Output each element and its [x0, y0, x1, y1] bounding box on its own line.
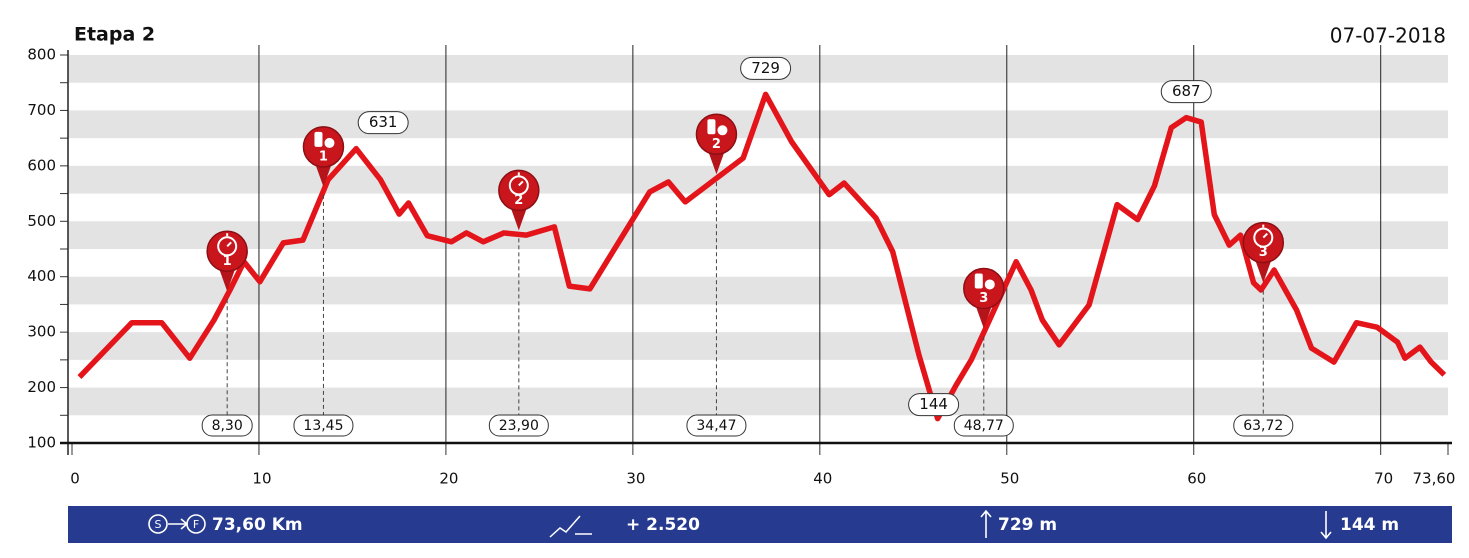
- finish-letter: F: [193, 518, 199, 531]
- peak-label-box: [1160, 80, 1212, 104]
- y-tick-label: 800: [27, 46, 56, 64]
- km-label-box: [686, 414, 747, 437]
- timer-icon: [1253, 227, 1274, 248]
- marker-pin: 1: [302, 126, 345, 187]
- km-label: 34,47: [696, 418, 736, 434]
- marker-pin: 1: [206, 230, 248, 292]
- footer-distance: 73,60 Km: [212, 515, 303, 535]
- km-label-box: [1233, 414, 1294, 437]
- y-tick-label: 500: [27, 212, 56, 230]
- x-tick-label: 20: [439, 470, 458, 488]
- marker-number: 2: [712, 137, 721, 152]
- peak-label-box: [357, 111, 409, 135]
- start-letter: S: [155, 518, 162, 531]
- x-tick-label: 70: [1374, 470, 1393, 488]
- marker-number: 1: [223, 254, 232, 269]
- pin-head: [206, 230, 248, 273]
- x-tick-label: 60: [1187, 470, 1206, 488]
- marker-pin: 3: [963, 267, 1005, 329]
- grid: 100 200 300 400 500 600 700 800 0 10 20 30 40 50 60 70 7…: [27, 45, 1455, 488]
- apple-icon: [717, 125, 728, 136]
- min-icon: [1320, 511, 1332, 540]
- km-label-box: [488, 414, 549, 437]
- timer-hands: [1262, 224, 1268, 239]
- km-label: 23,90: [499, 418, 539, 434]
- km-label: 8,30: [212, 418, 243, 434]
- elevation-line: [77, 91, 1447, 422]
- peak-point: [765, 93, 767, 95]
- km-label: 13,45: [303, 418, 343, 434]
- max-icon: [980, 509, 992, 538]
- y-tick-label: 700: [27, 101, 56, 119]
- marker-number: 3: [1259, 245, 1268, 260]
- footer-climb: + 2.520: [626, 515, 700, 535]
- y-tick-label: 300: [27, 323, 56, 341]
- footer-max: 729 m: [998, 515, 1057, 535]
- marker-number: 1: [319, 149, 328, 164]
- x-tick-label: 30: [626, 470, 645, 488]
- x-tick-label: 40: [813, 470, 832, 488]
- marker-pin: 2: [695, 113, 738, 175]
- marker-number: 3: [979, 291, 988, 306]
- bottle-icon: [707, 119, 716, 135]
- timer-icon: [217, 236, 238, 257]
- climb-icon: [549, 515, 592, 538]
- pin-head: [302, 126, 345, 168]
- timer-hands: [226, 233, 232, 248]
- plot: 1 8,30 1 13,45 2 23,90 2 34,47 3 48,77 3 63,72 631 72…: [77, 56, 1447, 437]
- y-tick-label: 100: [27, 434, 56, 452]
- x-tick-label: 73,60: [1413, 470, 1456, 488]
- x-tick-label: 10: [252, 470, 271, 488]
- x-tick-label: 50: [1000, 470, 1019, 488]
- peak-label: 729: [751, 59, 780, 77]
- apple-icon: [324, 137, 335, 148]
- y-tick-label: 600: [27, 156, 56, 174]
- start-finish-icon: [148, 514, 206, 534]
- chart-title: Etapa 2: [74, 24, 155, 46]
- band: [68, 332, 1448, 360]
- peak-label-box: [908, 393, 960, 417]
- pin-head: [963, 267, 1005, 310]
- date: 07-07-2018: [1330, 24, 1446, 48]
- km-label-box: [293, 414, 354, 437]
- peak-label: 631: [369, 113, 398, 131]
- pin-head: [695, 113, 738, 156]
- pin-head: [1242, 221, 1285, 264]
- peak-point: [1185, 117, 1187, 119]
- km-label: 63,72: [1243, 418, 1283, 434]
- y-tick-label: 400: [27, 267, 56, 285]
- peak-label: 687: [1172, 82, 1201, 100]
- footer-bar: [68, 506, 1452, 543]
- peak-point: [937, 418, 939, 420]
- peak-label-box: [740, 56, 792, 80]
- peak-point: [355, 148, 357, 150]
- km-label: 48,77: [964, 418, 1004, 434]
- bottle-icon: [974, 273, 983, 289]
- timer-hands: [517, 172, 524, 187]
- marker-pin: 3: [1242, 221, 1285, 283]
- x-tick-label: 0: [70, 470, 80, 488]
- apple-icon: [984, 279, 995, 290]
- km-label-box: [201, 414, 253, 437]
- peak-label: 144: [919, 395, 948, 413]
- band: [68, 276, 1448, 305]
- marker-number: 2: [514, 193, 523, 208]
- y-tick-label: 200: [27, 378, 56, 396]
- pin-head: [498, 169, 540, 212]
- band: [68, 165, 1448, 194]
- km-label-box: [953, 414, 1014, 437]
- footer-min: 144 m: [1340, 515, 1399, 535]
- marker-pin: 2: [498, 169, 540, 231]
- bottle-icon: [314, 131, 323, 147]
- timer-icon: [508, 175, 529, 196]
- band: [68, 387, 1448, 416]
